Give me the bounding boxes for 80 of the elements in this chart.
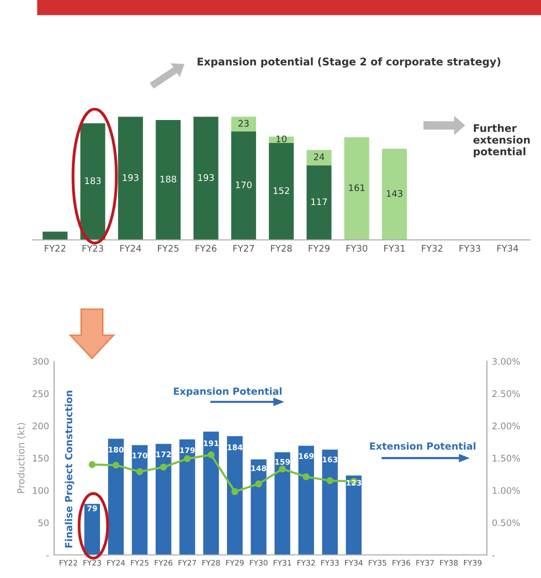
y-tick-label: 100 (33, 487, 49, 494)
bar (80, 123, 106, 240)
y-tick-label: 300 (32, 358, 49, 365)
annotation: Finalise Project Construction (64, 390, 74, 548)
bar (193, 116, 218, 240)
point (278, 466, 286, 473)
y-tick-label: 150 (33, 454, 49, 462)
y2-tick-label: - (492, 555, 495, 556)
bar (118, 116, 143, 240)
x-tick-label: FY24 (120, 244, 142, 252)
data-label: 183 (85, 177, 101, 184)
x-tick-label: FY28 (271, 244, 292, 252)
bar (306, 165, 332, 240)
data-label: 193 (122, 174, 138, 181)
data-label: 24 (314, 153, 324, 160)
x-tick-label: FY26 (196, 244, 216, 252)
bar (108, 438, 124, 555)
data-label: 188 (160, 176, 176, 183)
annotation: Further extension potential (473, 124, 530, 158)
bar (306, 150, 332, 166)
text: Expansion potential (Stage 2 of corporate strategy) (198, 57, 500, 68)
x-tick-label: FY27 (233, 244, 254, 252)
bar (322, 450, 338, 555)
point (88, 461, 96, 468)
data-label: 117 (311, 198, 327, 206)
x-tick-label: FY23 (82, 244, 104, 252)
bar (156, 444, 172, 555)
point (302, 473, 310, 480)
x-tick-label: FY34 (497, 244, 518, 252)
point (255, 480, 262, 488)
data-label: 193 (198, 174, 214, 181)
x-tick-label: FY32 (422, 244, 442, 252)
bar (231, 116, 256, 132)
bar (344, 137, 370, 240)
x-tick-label: FY33 (460, 244, 480, 252)
point (326, 477, 334, 484)
point (160, 464, 167, 471)
bar (42, 232, 68, 240)
point (231, 488, 238, 496)
y2-tick-label: 2.00% (492, 422, 520, 430)
y2-tick-label: 1.00% (492, 487, 520, 494)
bar (84, 504, 100, 555)
bar (250, 459, 266, 555)
y2-tick-label: 3.00% (492, 358, 520, 365)
annotation: Expansion Potential (174, 387, 282, 397)
bar (382, 148, 407, 240)
bar (179, 439, 196, 555)
point (184, 455, 191, 462)
annotation: Extension Potential (370, 442, 476, 450)
y-tick-label: 200 (32, 422, 49, 430)
bar (298, 446, 314, 555)
x-tick-label: FY31 (384, 244, 405, 252)
bar (156, 120, 181, 240)
x-tick-label: FY30 (346, 244, 368, 252)
y-axis-title: Production (kt) (17, 422, 26, 494)
data-label: 23 (238, 120, 249, 127)
bar (268, 142, 294, 240)
x-tick-label: FY25 (158, 244, 179, 252)
y2-tick-label: 1.50% (492, 454, 520, 462)
data-label: 152 (274, 187, 290, 194)
y-tick-label: 250 (32, 390, 49, 398)
y2-tick-label: 0.50% (492, 519, 520, 526)
data-label: 170 (236, 181, 252, 188)
y-tick-label: 50 (38, 519, 49, 526)
bar (274, 452, 290, 555)
data-label: 161 (349, 184, 365, 192)
bar (231, 131, 256, 240)
x-tick-label: FY22 (44, 244, 66, 252)
bar (226, 436, 243, 555)
y2-tick-label: 2.50% (492, 390, 520, 398)
data-label: 143 (386, 190, 402, 197)
data-label: 10 (276, 136, 286, 142)
bar (132, 445, 148, 555)
y-tick-label: - (46, 555, 49, 556)
point (112, 462, 120, 469)
point (136, 468, 144, 476)
point (208, 451, 215, 458)
x-tick-label: FY29 (308, 244, 330, 252)
bar (203, 432, 219, 555)
bar (346, 475, 362, 555)
